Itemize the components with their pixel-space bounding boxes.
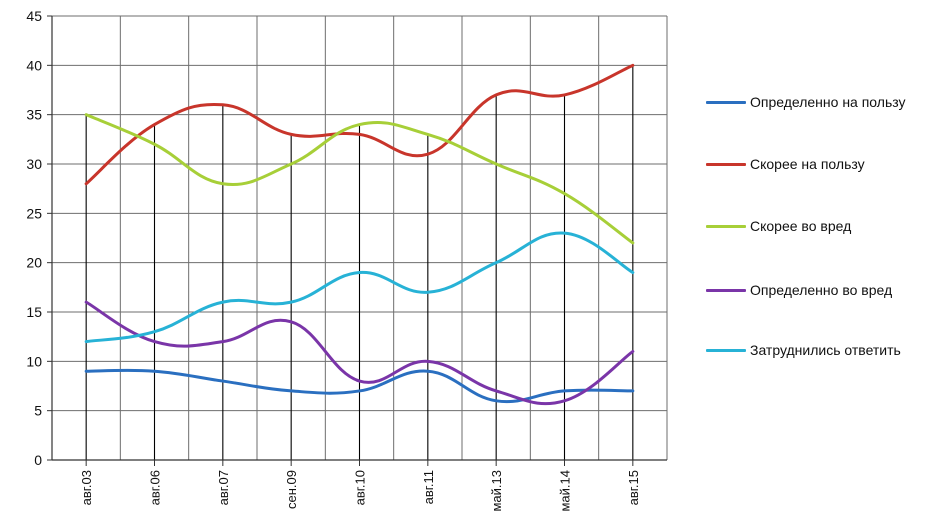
series-2-point bbox=[495, 93, 498, 96]
series-3-point bbox=[85, 113, 88, 116]
legend-label: Затруднились ответить bbox=[750, 342, 901, 358]
tick-labels: 0 5 10 15 20 25 30 35 40 45 авг.03 авг.06 авг.07 сен.… bbox=[26, 8, 640, 512]
series-4-line bbox=[84, 300, 635, 406]
y-tick-label: 20 bbox=[26, 255, 42, 271]
series-1-point bbox=[290, 389, 293, 392]
x-tick-label: май.13 bbox=[489, 470, 504, 512]
series-3-point bbox=[153, 143, 156, 146]
series-lines bbox=[84, 63, 635, 406]
y-tick-label: 45 bbox=[26, 8, 42, 24]
axes bbox=[47, 15, 667, 466]
series-3-point bbox=[495, 163, 498, 166]
y-tick-label: 10 bbox=[26, 353, 42, 369]
series-2-point bbox=[631, 64, 634, 67]
x-tick-label: авг.03 bbox=[79, 470, 94, 505]
x-tick-label: сен.09 bbox=[284, 470, 299, 509]
series-5-line bbox=[84, 231, 635, 344]
series-3-point bbox=[563, 192, 566, 195]
series-3-point bbox=[221, 182, 224, 185]
legend-label: Скорее на пользу bbox=[750, 156, 865, 172]
series-2-point bbox=[358, 133, 361, 136]
x-tick-label: авг.15 bbox=[626, 470, 641, 505]
series-4-point bbox=[290, 320, 293, 323]
series-2-point bbox=[153, 123, 156, 126]
series-5-point bbox=[426, 291, 429, 294]
series-2-point bbox=[290, 133, 293, 136]
series-5-point bbox=[221, 301, 224, 304]
series-4-point bbox=[563, 399, 566, 402]
series-1-point bbox=[426, 370, 429, 373]
y-tick-label: 25 bbox=[26, 205, 42, 221]
legend-swatch bbox=[706, 101, 746, 104]
legend-swatch bbox=[706, 349, 746, 352]
series-4-point bbox=[631, 350, 634, 353]
y-tick-label: 5 bbox=[34, 403, 42, 419]
y-tick-label: 15 bbox=[26, 304, 42, 320]
series-4-point bbox=[426, 360, 429, 363]
series-1-point bbox=[153, 370, 156, 373]
series-4-point bbox=[153, 340, 156, 343]
legend-label: Определенно во вред bbox=[750, 282, 893, 298]
y-tick-label: 40 bbox=[26, 57, 42, 73]
series-5-point bbox=[563, 232, 566, 235]
series-4-point bbox=[495, 389, 498, 392]
series-4-point bbox=[85, 301, 88, 304]
legend-label: Определенно на пользу bbox=[750, 94, 906, 110]
series-1-point bbox=[85, 370, 88, 373]
legend-swatch bbox=[706, 225, 746, 228]
drop-lines bbox=[85, 65, 634, 460]
series-3-point bbox=[358, 123, 361, 126]
series-1-point bbox=[495, 399, 498, 402]
series-5-point bbox=[290, 301, 293, 304]
series-2-line bbox=[84, 63, 635, 186]
y-tick-label: 0 bbox=[34, 452, 42, 468]
series-2-point bbox=[221, 103, 224, 106]
x-tick-label: авг.11 bbox=[421, 470, 436, 504]
series-1-point bbox=[221, 380, 224, 383]
series-1-point bbox=[631, 389, 634, 392]
series-1-point bbox=[358, 389, 361, 392]
legend-item: Затруднились ответить bbox=[706, 340, 942, 360]
x-tick-label: авг.06 bbox=[148, 470, 163, 505]
series-5-point bbox=[631, 271, 634, 274]
series-1-point bbox=[563, 389, 566, 392]
series-4-point bbox=[358, 380, 361, 383]
legend-swatch bbox=[706, 289, 746, 292]
series-1-line bbox=[84, 368, 635, 404]
legend-swatch bbox=[706, 163, 746, 166]
series-5-point bbox=[495, 261, 498, 264]
series-3-point bbox=[290, 163, 293, 166]
series-4-point bbox=[221, 340, 224, 343]
legend-item: Скорее на пользу bbox=[706, 154, 942, 174]
series-5-point bbox=[85, 340, 88, 343]
series-2-point bbox=[85, 182, 88, 185]
series-3-point bbox=[426, 133, 429, 136]
x-tick-label: май.14 bbox=[558, 470, 573, 512]
series-3-line bbox=[84, 113, 635, 245]
legend-item: Определенно на пользу bbox=[706, 92, 942, 112]
series-2-point bbox=[426, 153, 429, 156]
legend-item: Скорее во вред bbox=[706, 216, 942, 236]
y-tick-label: 35 bbox=[26, 107, 42, 123]
legend-item: Определенно во вред bbox=[706, 280, 942, 300]
legend-label: Скорее во вред bbox=[750, 218, 852, 234]
y-tick-label: 30 bbox=[26, 156, 42, 172]
series-5-point bbox=[153, 330, 156, 333]
series-3-point bbox=[631, 241, 634, 244]
x-tick-label: авг.10 bbox=[353, 470, 368, 505]
series-5-point bbox=[358, 271, 361, 274]
series-2-point bbox=[563, 93, 566, 96]
x-tick-label: авг.07 bbox=[216, 470, 231, 505]
